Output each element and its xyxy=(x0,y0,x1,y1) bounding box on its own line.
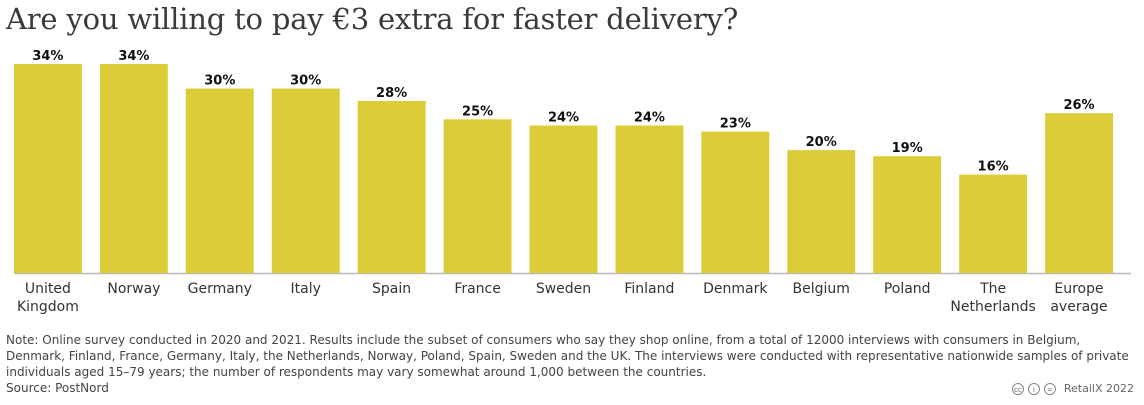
bar xyxy=(873,156,942,273)
bar-value-label: 20% xyxy=(806,135,837,150)
category-label: The xyxy=(979,281,1006,297)
nd-icon: = xyxy=(1043,382,1056,395)
category-label: Finland xyxy=(624,281,674,297)
category-label: France xyxy=(454,281,501,297)
bar-value-label: 16% xyxy=(978,160,1009,175)
chart-source: Source: PostNord xyxy=(6,381,109,395)
category-label: Spain xyxy=(372,281,411,297)
by-icon: i xyxy=(1027,382,1040,395)
category-label: Sweden xyxy=(536,281,591,297)
bar-value-label: 24% xyxy=(548,111,579,126)
bar-value-label: 28% xyxy=(376,86,407,101)
bar-value-label: 34% xyxy=(118,49,149,64)
bar-value-label: 25% xyxy=(462,104,493,119)
category-label: Italy xyxy=(291,281,321,297)
category-label: Denmark xyxy=(703,281,768,297)
bar xyxy=(14,64,82,273)
bar-value-label: 34% xyxy=(32,49,63,64)
chart-note: Note: Online survey conducted in 2020 an… xyxy=(6,333,1129,379)
category-label: Poland xyxy=(884,281,931,297)
bar xyxy=(1045,113,1113,273)
bar xyxy=(701,131,770,273)
category-label: Germany xyxy=(188,281,252,297)
bar-chart: 34% United Kingdom 34% Norway 30% Germany 30% It… xyxy=(14,49,1131,315)
cc-icon: cc xyxy=(1011,382,1024,395)
bar-value-label: 30% xyxy=(290,74,321,89)
category-label: United xyxy=(25,281,71,297)
bar xyxy=(959,174,1028,273)
credit: cc i = RetailX 2022 xyxy=(1011,382,1134,395)
bar xyxy=(357,100,426,274)
bar xyxy=(615,125,684,273)
category-label: Kingdom xyxy=(17,299,79,315)
bar-value-label: 26% xyxy=(1063,98,1094,113)
bar-value-label: 24% xyxy=(634,111,665,126)
credit-text: RetailX 2022 xyxy=(1063,382,1134,395)
category-label: average xyxy=(1050,299,1107,315)
chart-title: Are you willing to pay €3 extra for fast… xyxy=(6,2,739,36)
category-label: Netherlands xyxy=(950,299,1035,315)
bar xyxy=(787,150,856,273)
bar xyxy=(185,88,254,273)
bar xyxy=(443,119,512,273)
bar xyxy=(99,64,168,273)
bar-value-label: 30% xyxy=(204,74,235,89)
bar-value-label: 19% xyxy=(892,141,923,156)
bar-value-label: 23% xyxy=(720,117,751,132)
category-label: Belgium xyxy=(792,281,849,297)
bar xyxy=(529,125,598,273)
bar xyxy=(271,88,340,273)
category-label: Norway xyxy=(107,281,160,297)
category-label: Europe xyxy=(1054,281,1103,297)
